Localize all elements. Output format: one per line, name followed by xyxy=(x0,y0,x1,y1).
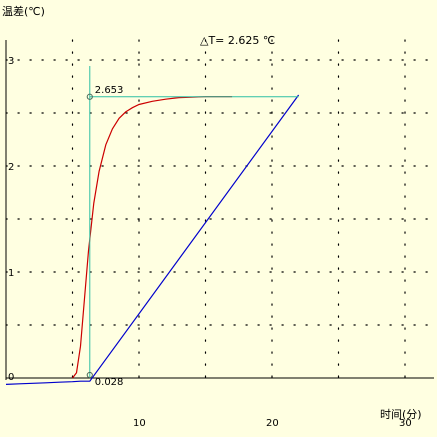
y-axis-title: 温差(℃) xyxy=(2,4,45,18)
x-tick-label: 30 xyxy=(399,418,412,429)
marker-point xyxy=(86,93,93,100)
x-tick-label: 20 xyxy=(266,418,279,429)
baseline-series-line xyxy=(5,94,300,385)
delta-t-annotation: △T= 2.625 ℃ xyxy=(200,34,275,47)
crosshair: 2.653 0.028 xyxy=(86,66,299,388)
y-tick-label: 1 xyxy=(8,268,14,279)
axes xyxy=(5,40,434,380)
y-tick-label: 0 xyxy=(8,372,14,383)
grid xyxy=(5,39,435,379)
marker-point xyxy=(86,371,93,379)
marker-value-label: 2.653 xyxy=(95,85,124,96)
x-tick-label: 10 xyxy=(133,418,146,429)
tick-labels: 0 1 2 3 10 20 30 xyxy=(8,56,412,429)
marker-value-label: 0.028 xyxy=(95,377,124,388)
x-axis-title: 时间(分) xyxy=(380,408,422,421)
y-tick-label: 2 xyxy=(8,162,14,173)
y-tick-label: 3 xyxy=(8,56,14,67)
